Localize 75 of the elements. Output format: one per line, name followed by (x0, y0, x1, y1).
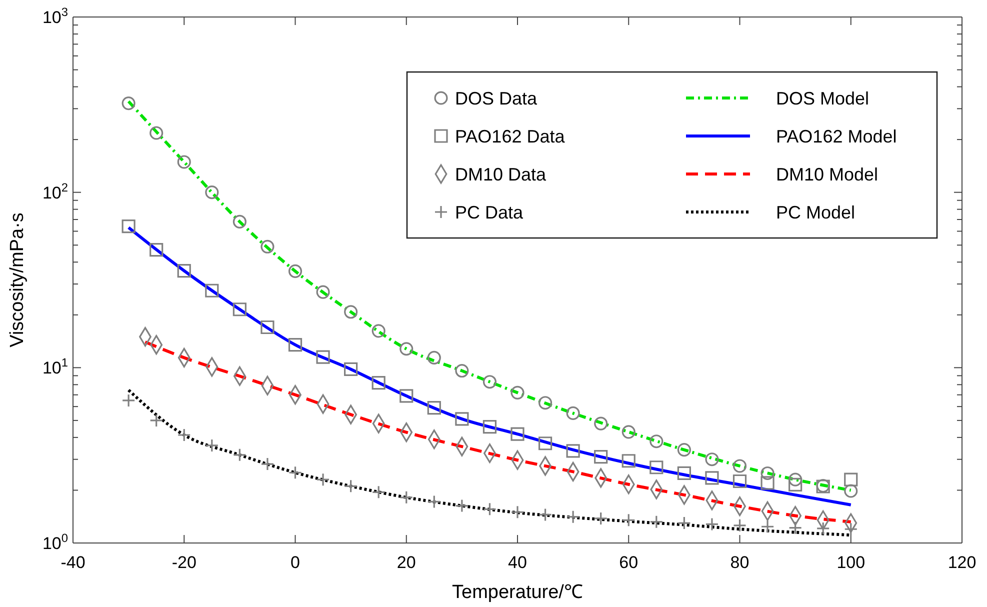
point (510, 386, 524, 400)
point (566, 444, 580, 458)
point (482, 375, 496, 389)
point (232, 214, 246, 228)
point (316, 285, 330, 299)
point (622, 425, 636, 439)
y-tick-label: 10$^{1}$ (42, 356, 68, 378)
y-axis-title: Viscosity/mPa·s (7, 212, 28, 348)
point (622, 454, 636, 468)
point (705, 471, 719, 485)
point (177, 155, 191, 169)
legend-label: DOS Model (776, 88, 870, 108)
point (594, 416, 608, 430)
y-tick-label: 10$^{3}$ (42, 4, 68, 27)
point (288, 338, 302, 352)
point (400, 342, 414, 356)
x-tick-label: 100 (836, 553, 866, 572)
point (150, 243, 164, 257)
point (844, 484, 858, 498)
x-tick-label: 120 (948, 553, 976, 572)
point (122, 96, 136, 110)
x-tick-label: 40 (508, 553, 527, 572)
legend-label: DM10 Data (455, 164, 548, 184)
point (372, 376, 386, 390)
y-tick-label: 10$^{2}$ (42, 180, 68, 202)
x-tick-label: 60 (619, 553, 638, 572)
point (788, 472, 802, 486)
x-axis-title: Temperature/℃ (452, 582, 583, 603)
point (594, 450, 608, 464)
legend-label: PAO162 Data (455, 126, 566, 146)
x-tick-label: 80 (730, 553, 750, 572)
point (650, 434, 664, 448)
point (788, 478, 802, 492)
point (677, 443, 691, 457)
point (177, 264, 191, 278)
legend-label: PC Model (776, 202, 856, 222)
legend-label: PC Data (455, 202, 524, 222)
point (760, 466, 774, 480)
point (122, 220, 136, 234)
x-tick-label: 0 (290, 553, 300, 572)
x-tick-label: -20 (172, 553, 196, 572)
point (650, 460, 664, 474)
point (538, 436, 552, 450)
point (677, 466, 691, 480)
legend-label: DOS Data (455, 88, 538, 108)
point (232, 302, 246, 316)
point (482, 420, 497, 434)
point (150, 126, 164, 140)
point (538, 396, 552, 410)
y-tick-label: 10$^{0}$ (42, 530, 68, 553)
point (455, 412, 469, 426)
legend-label: DM10 Model (776, 164, 878, 184)
point (316, 350, 330, 364)
point (732, 459, 747, 473)
point (427, 350, 441, 364)
x-tick-label: 20 (396, 553, 416, 572)
point (400, 389, 414, 403)
point (260, 240, 274, 254)
point (566, 406, 580, 420)
point (510, 427, 524, 441)
point (455, 364, 469, 378)
point (205, 186, 219, 200)
point (427, 401, 441, 415)
point (732, 474, 747, 488)
x-tick-label: -40 (60, 553, 86, 572)
point (260, 320, 274, 334)
point (844, 472, 858, 486)
point (705, 452, 719, 466)
point (372, 324, 386, 338)
point (344, 305, 358, 319)
legend-label: PAO162 Model (776, 126, 897, 146)
point (760, 476, 774, 490)
point (344, 362, 358, 376)
point (205, 284, 219, 298)
point (288, 264, 302, 278)
